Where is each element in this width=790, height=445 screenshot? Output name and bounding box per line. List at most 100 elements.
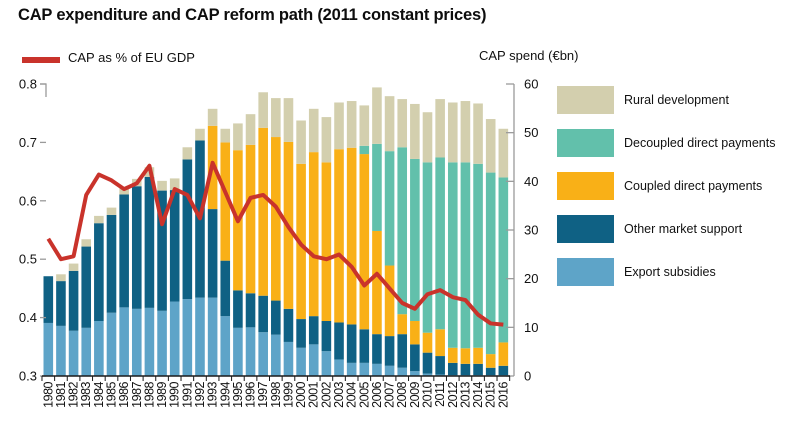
left-axis-label: 0.3 [19, 369, 37, 384]
right-axis-label: 60 [524, 77, 538, 92]
bar-segment-1983 [81, 246, 92, 328]
right-axis-label: 40 [524, 174, 538, 189]
bar-segment-1985 [106, 312, 117, 376]
bar-segment-2005 [359, 329, 370, 363]
bar-segment-2014 [473, 347, 483, 364]
bar-segment-1994 [220, 128, 231, 143]
x-axis-year-label: 1995 [231, 381, 245, 407]
legend-swatch [557, 86, 614, 114]
bar-segment-2009 [410, 103, 420, 159]
left-axis-label: 0.5 [19, 252, 37, 267]
bar-segment-1985 [106, 207, 117, 215]
bar-segment-1984 [94, 321, 104, 376]
x-axis-year-label: 2002 [319, 381, 333, 407]
bar-segment-2000 [296, 347, 306, 376]
left-axis-label: 0.8 [19, 77, 37, 92]
bar-segment-1995 [233, 123, 243, 151]
bar-segment-1990 [169, 301, 180, 376]
bar-segment-2011 [435, 157, 445, 330]
bar-segment-1994 [220, 142, 231, 261]
bar-segment-1983 [81, 239, 92, 247]
bar-segment-2004 [346, 362, 357, 376]
bar-segment-2003 [334, 322, 344, 360]
x-axis-year-label: 1994 [218, 381, 232, 407]
x-axis-year-label: 1986 [117, 381, 131, 407]
legend-swatch [557, 129, 614, 157]
x-axis-year-label: 2016 [496, 381, 510, 407]
bar-segment-1998 [271, 300, 281, 335]
right-axis-label: 50 [524, 125, 538, 140]
bar-segment-1993 [207, 209, 218, 298]
bar-segment-2003 [334, 102, 344, 150]
bar-segment-1996 [245, 327, 256, 376]
bar-segment-2002 [321, 117, 332, 163]
bar-segment-2016 [498, 342, 509, 366]
bar-segment-1999 [283, 98, 294, 142]
bar-segment-2016 [498, 365, 509, 376]
bar-segment-2008 [397, 314, 408, 335]
bar-segment-2008 [397, 147, 408, 315]
bar-segment-1989 [157, 310, 167, 376]
bar-segment-1986 [119, 194, 129, 308]
left-axis-label: 0.6 [19, 193, 37, 208]
bar-segment-2014 [473, 163, 483, 348]
bar-segment-2015 [485, 367, 496, 376]
bar-segment-2010 [422, 352, 433, 374]
bar-segment-2013 [460, 348, 471, 364]
right-axis-label: 0 [524, 369, 531, 384]
bar-segment-1990 [169, 190, 180, 302]
legend-swatch [557, 258, 614, 286]
bar-segment-2001 [308, 108, 319, 153]
bar-segment-1981 [56, 281, 66, 326]
bar-segment-2000 [296, 319, 306, 348]
x-axis-year-label: 1997 [256, 381, 270, 407]
x-axis-year-label: 1998 [269, 381, 283, 407]
right-axis-label: 10 [524, 320, 538, 335]
bar-segment-1998 [271, 98, 281, 138]
bar-segment-2006 [372, 87, 382, 144]
x-axis-year-label: 1983 [79, 381, 93, 407]
bar-segment-2016 [498, 177, 509, 343]
bar-segment-2001 [308, 152, 319, 317]
bar-segment-2007 [384, 265, 395, 337]
bar-segment-1995 [233, 327, 243, 376]
bar-segment-2010 [422, 332, 433, 353]
bar-segment-1984 [94, 215, 104, 224]
x-axis-year-label: 2009 [408, 381, 422, 407]
bar-segment-1981 [56, 274, 66, 282]
left-axis-label: 0.7 [19, 135, 37, 150]
bar-segment-1981 [56, 325, 66, 376]
bar-segment-2005 [359, 362, 370, 376]
x-axis-year-label: 2015 [484, 381, 498, 407]
bar-segment-2011 [435, 99, 445, 158]
bar-segment-1994 [220, 316, 231, 376]
bar-segment-2009 [410, 371, 420, 376]
legend-label: Rural development [624, 93, 729, 107]
x-axis-year-label: 1981 [54, 381, 68, 407]
bar-segment-2016 [498, 128, 509, 178]
bar-segment-2004 [346, 147, 357, 325]
x-axis-year-label: 1999 [281, 381, 295, 407]
bar-segment-2015 [485, 119, 496, 173]
bar-segment-2002 [321, 162, 332, 321]
bar-segment-1987 [131, 308, 142, 376]
bar-segment-2010 [422, 112, 433, 163]
x-axis-year-label: 2001 [307, 381, 321, 407]
x-axis-year-label: 2003 [332, 381, 346, 407]
bar-segment-2006 [372, 230, 382, 335]
bar-segment-2007 [384, 365, 395, 376]
x-axis-year-label: 2005 [357, 381, 371, 407]
bar-segment-2012 [447, 102, 458, 163]
bar-segment-2002 [321, 351, 332, 376]
bar-segment-2007 [384, 96, 395, 152]
bar-segment-1986 [119, 307, 129, 376]
bar-segment-1997 [258, 295, 268, 333]
chart-title: CAP expenditure and CAP reform path (201… [18, 6, 487, 24]
right-axis-label: 30 [524, 223, 538, 238]
bar-segment-2009 [410, 158, 420, 322]
bar-segment-1991 [182, 147, 193, 160]
bar-segment-1983 [81, 327, 92, 376]
bar-segment-2012 [447, 162, 458, 348]
bar-segment-1991 [182, 159, 193, 300]
x-axis-year-label: 1988 [142, 381, 156, 407]
